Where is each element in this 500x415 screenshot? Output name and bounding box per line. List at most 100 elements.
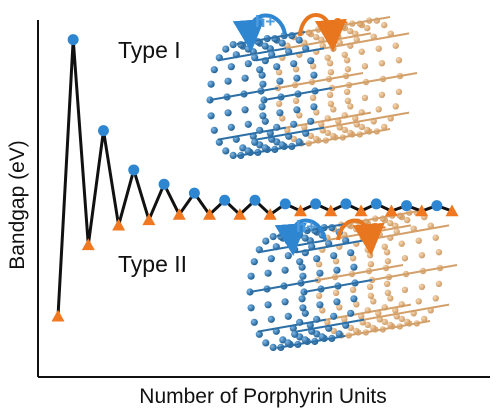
tube-bead	[248, 304, 255, 311]
tube-bead	[293, 106, 300, 113]
tube-bead	[282, 267, 289, 274]
tube-bead	[325, 55, 331, 61]
tube-bead	[330, 252, 337, 259]
tube-bead	[350, 264, 357, 271]
tube-bead	[327, 92, 333, 98]
tube-bead	[382, 304, 388, 310]
tube-bead	[364, 25, 370, 31]
tube-bead	[328, 69, 334, 75]
tube-bead	[347, 103, 353, 109]
tube-bead	[296, 258, 303, 265]
type-i-point	[98, 125, 109, 136]
tube-bead	[310, 72, 317, 79]
tube-bead	[347, 249, 354, 256]
type-ii-electron-label: e-	[371, 217, 386, 236]
tube-bead	[344, 89, 350, 95]
tube-bead	[419, 252, 425, 258]
type-i-point	[219, 195, 230, 206]
tube-bead	[276, 101, 282, 107]
tube-linker	[218, 137, 235, 140]
tube-bead	[265, 270, 272, 277]
type-i-nanotube-illustration	[206, 17, 417, 159]
tube-bead	[282, 298, 289, 305]
type-i-point	[68, 34, 79, 45]
tube-bead	[370, 298, 376, 304]
tube-bead	[285, 252, 292, 259]
tube-bead	[296, 319, 303, 326]
tube-bead	[347, 310, 354, 317]
tube-bead	[313, 316, 320, 323]
type-i-charge-transfer: h+ e-	[250, 12, 348, 36]
tube-bead	[327, 60, 333, 66]
tube-bead	[273, 124, 280, 131]
type-i-point	[128, 164, 139, 175]
tube-bead	[259, 103, 266, 110]
tube-bead	[325, 115, 331, 121]
tube-bead	[342, 52, 348, 58]
tube-bead	[225, 109, 232, 116]
type-ii-point	[82, 238, 95, 250]
type-i-hole-label: h+	[255, 12, 275, 31]
tube-bead	[379, 60, 385, 66]
tube-bead	[276, 109, 283, 116]
tube-bead	[393, 43, 399, 49]
tube-bead	[416, 298, 422, 304]
type-i-point	[159, 179, 170, 190]
tube-bead	[419, 284, 425, 290]
type-i-label: Type I	[118, 37, 181, 63]
tube-bead	[379, 92, 385, 98]
tube-bead	[350, 287, 356, 293]
tube-bead	[310, 103, 317, 110]
tube-bead	[385, 258, 391, 264]
tube-bead	[296, 37, 303, 44]
type-i-point	[189, 188, 200, 199]
tube-bead	[433, 235, 439, 241]
tube-linker	[235, 134, 252, 137]
tube-bead	[259, 112, 266, 119]
tube-bead	[262, 339, 269, 346]
tube-bead	[270, 233, 277, 240]
tube-bead	[396, 57, 402, 63]
tube-bead	[245, 121, 252, 128]
tube-bead	[436, 281, 442, 287]
tube-bead	[268, 316, 275, 323]
type-ii-point	[142, 213, 155, 225]
tube-bead	[299, 273, 306, 280]
tube-bead	[290, 121, 297, 128]
tube-bead	[208, 112, 215, 119]
tube-bead	[313, 34, 319, 40]
tube-bead	[359, 49, 365, 55]
x-axis-label: Number of Porphyrin Units	[139, 385, 386, 408]
tube-bead	[342, 112, 348, 118]
tube-bead	[256, 127, 263, 134]
tube-linker	[392, 113, 409, 116]
tube-bead	[290, 60, 297, 67]
tube-linker	[375, 36, 392, 39]
tube-bead	[316, 270, 323, 277]
tube-bead	[230, 41, 237, 48]
tube-bead	[242, 106, 249, 113]
tube-bead	[402, 287, 408, 293]
tube-bead	[362, 63, 368, 69]
type-ii-point	[112, 219, 125, 231]
tube-bead	[248, 273, 255, 280]
type-i-point	[310, 198, 321, 209]
tube-bead	[381, 22, 387, 28]
tube-bead	[251, 258, 258, 265]
tube-linker	[258, 329, 275, 332]
tube-bead	[399, 301, 405, 307]
tube-bead	[367, 284, 373, 290]
tube-bead	[299, 304, 306, 311]
tube-bead	[299, 295, 306, 302]
tube-bead	[211, 127, 218, 134]
tube-bead	[365, 307, 371, 313]
tube-bead	[333, 290, 339, 296]
tube-bead	[350, 295, 357, 302]
tube-bead	[328, 101, 334, 107]
type-ii-point	[52, 310, 65, 322]
tube-bead	[225, 78, 232, 85]
tube-bead	[245, 46, 252, 53]
tube-bead	[211, 66, 218, 73]
tube-bead	[262, 238, 269, 245]
